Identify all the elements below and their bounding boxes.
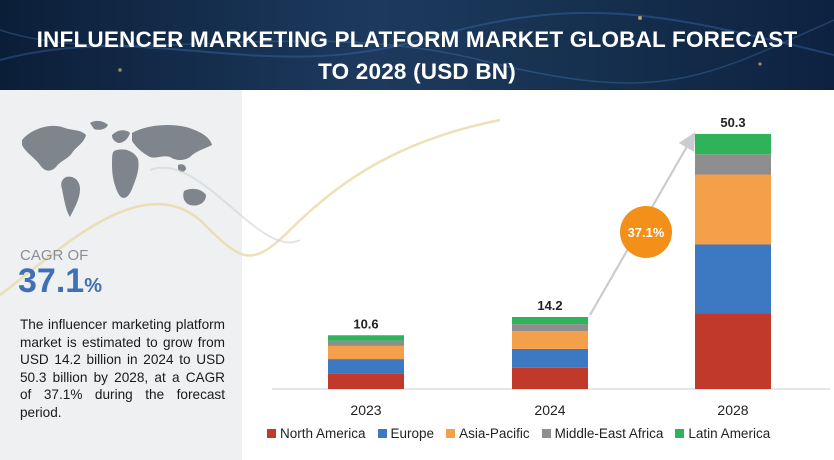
header-banner: INFLUENCER MARKETING PLATFORM MARKET GLO… — [0, 0, 834, 90]
legend-swatch — [446, 429, 456, 438]
bar-segment-2024-middle-east-africa — [512, 324, 588, 332]
legend-label: Latin America — [688, 426, 771, 441]
legend-swatch — [267, 429, 276, 438]
chart-title-line2: TO 2028 (USD BN) — [318, 59, 516, 84]
cagr-number: 37.1 — [18, 262, 85, 300]
legend-item-europe: Europe — [377, 426, 435, 441]
cagr-badge-label: 37.1% — [628, 225, 665, 240]
chart-title-line1: INFLUENCER MARKETING PLATFORM MARKET GLO… — [36, 27, 798, 52]
market-description: The influencer marketing platform market… — [20, 317, 225, 420]
bar-segment-2024-north-america — [512, 367, 588, 389]
x-tick-label-2024: 2024 — [534, 402, 565, 418]
bar-segment-2023-middle-east-africa — [328, 340, 404, 346]
bar-total-label-2028: 50.3 — [720, 115, 745, 130]
legend-label: Asia-Pacific — [459, 426, 530, 441]
x-tick-label-2023: 2023 — [350, 402, 381, 418]
bar-segment-2023-asia-pacific — [328, 345, 404, 360]
cagr-unit: % — [84, 275, 102, 297]
bar-segment-2024-latin-america — [512, 317, 588, 325]
cagr-value: 37.1% — [18, 262, 102, 301]
legend-label: Middle-East Africa — [554, 426, 664, 441]
bar-segment-2024-europe — [512, 348, 588, 368]
legend-label: North America — [280, 426, 366, 441]
chart-title: INFLUENCER MARKETING PLATFORM MARKET GLO… — [0, 24, 834, 88]
legend-label: Europe — [390, 426, 435, 441]
legend-swatch — [675, 429, 685, 438]
legend-item-asia-pacific: Asia-Pacific — [446, 426, 530, 441]
legend-swatch — [541, 429, 551, 438]
bar-segment-2028-europe — [695, 244, 771, 314]
legend-swatch — [377, 429, 387, 438]
bar-segment-2023-north-america — [328, 373, 404, 389]
bar-segment-2028-latin-america — [695, 133, 771, 155]
bar-segment-2023-europe — [328, 359, 404, 374]
header-background-art — [0, 11, 834, 84]
legend-item-latin-america: Latin America — [675, 426, 770, 441]
legend-item-middle-east-africa: Middle-East Africa — [541, 426, 664, 441]
bar-total-label-2023: 10.6 — [353, 316, 378, 331]
bar-segment-2028-north-america — [695, 313, 771, 389]
bar-segment-2023-latin-america — [328, 335, 404, 341]
decorative-wave — [0, 118, 501, 296]
bar-segment-2028-asia-pacific — [695, 174, 771, 245]
bar-total-label-2024: 14.2 — [537, 298, 562, 313]
cagr-label: CAGR OF — [20, 247, 89, 264]
x-tick-label-2028: 2028 — [717, 402, 748, 418]
legend-item-north-america: North America — [267, 426, 366, 441]
cagr-badge — [620, 206, 672, 258]
bar-segment-2028-middle-east-africa — [695, 154, 771, 175]
bar-segment-2024-asia-pacific — [512, 331, 588, 349]
chart-legend: North America Europe Asia-Pacific Middle-Ea… — [267, 426, 770, 441]
world-map-icon — [22, 120, 212, 217]
